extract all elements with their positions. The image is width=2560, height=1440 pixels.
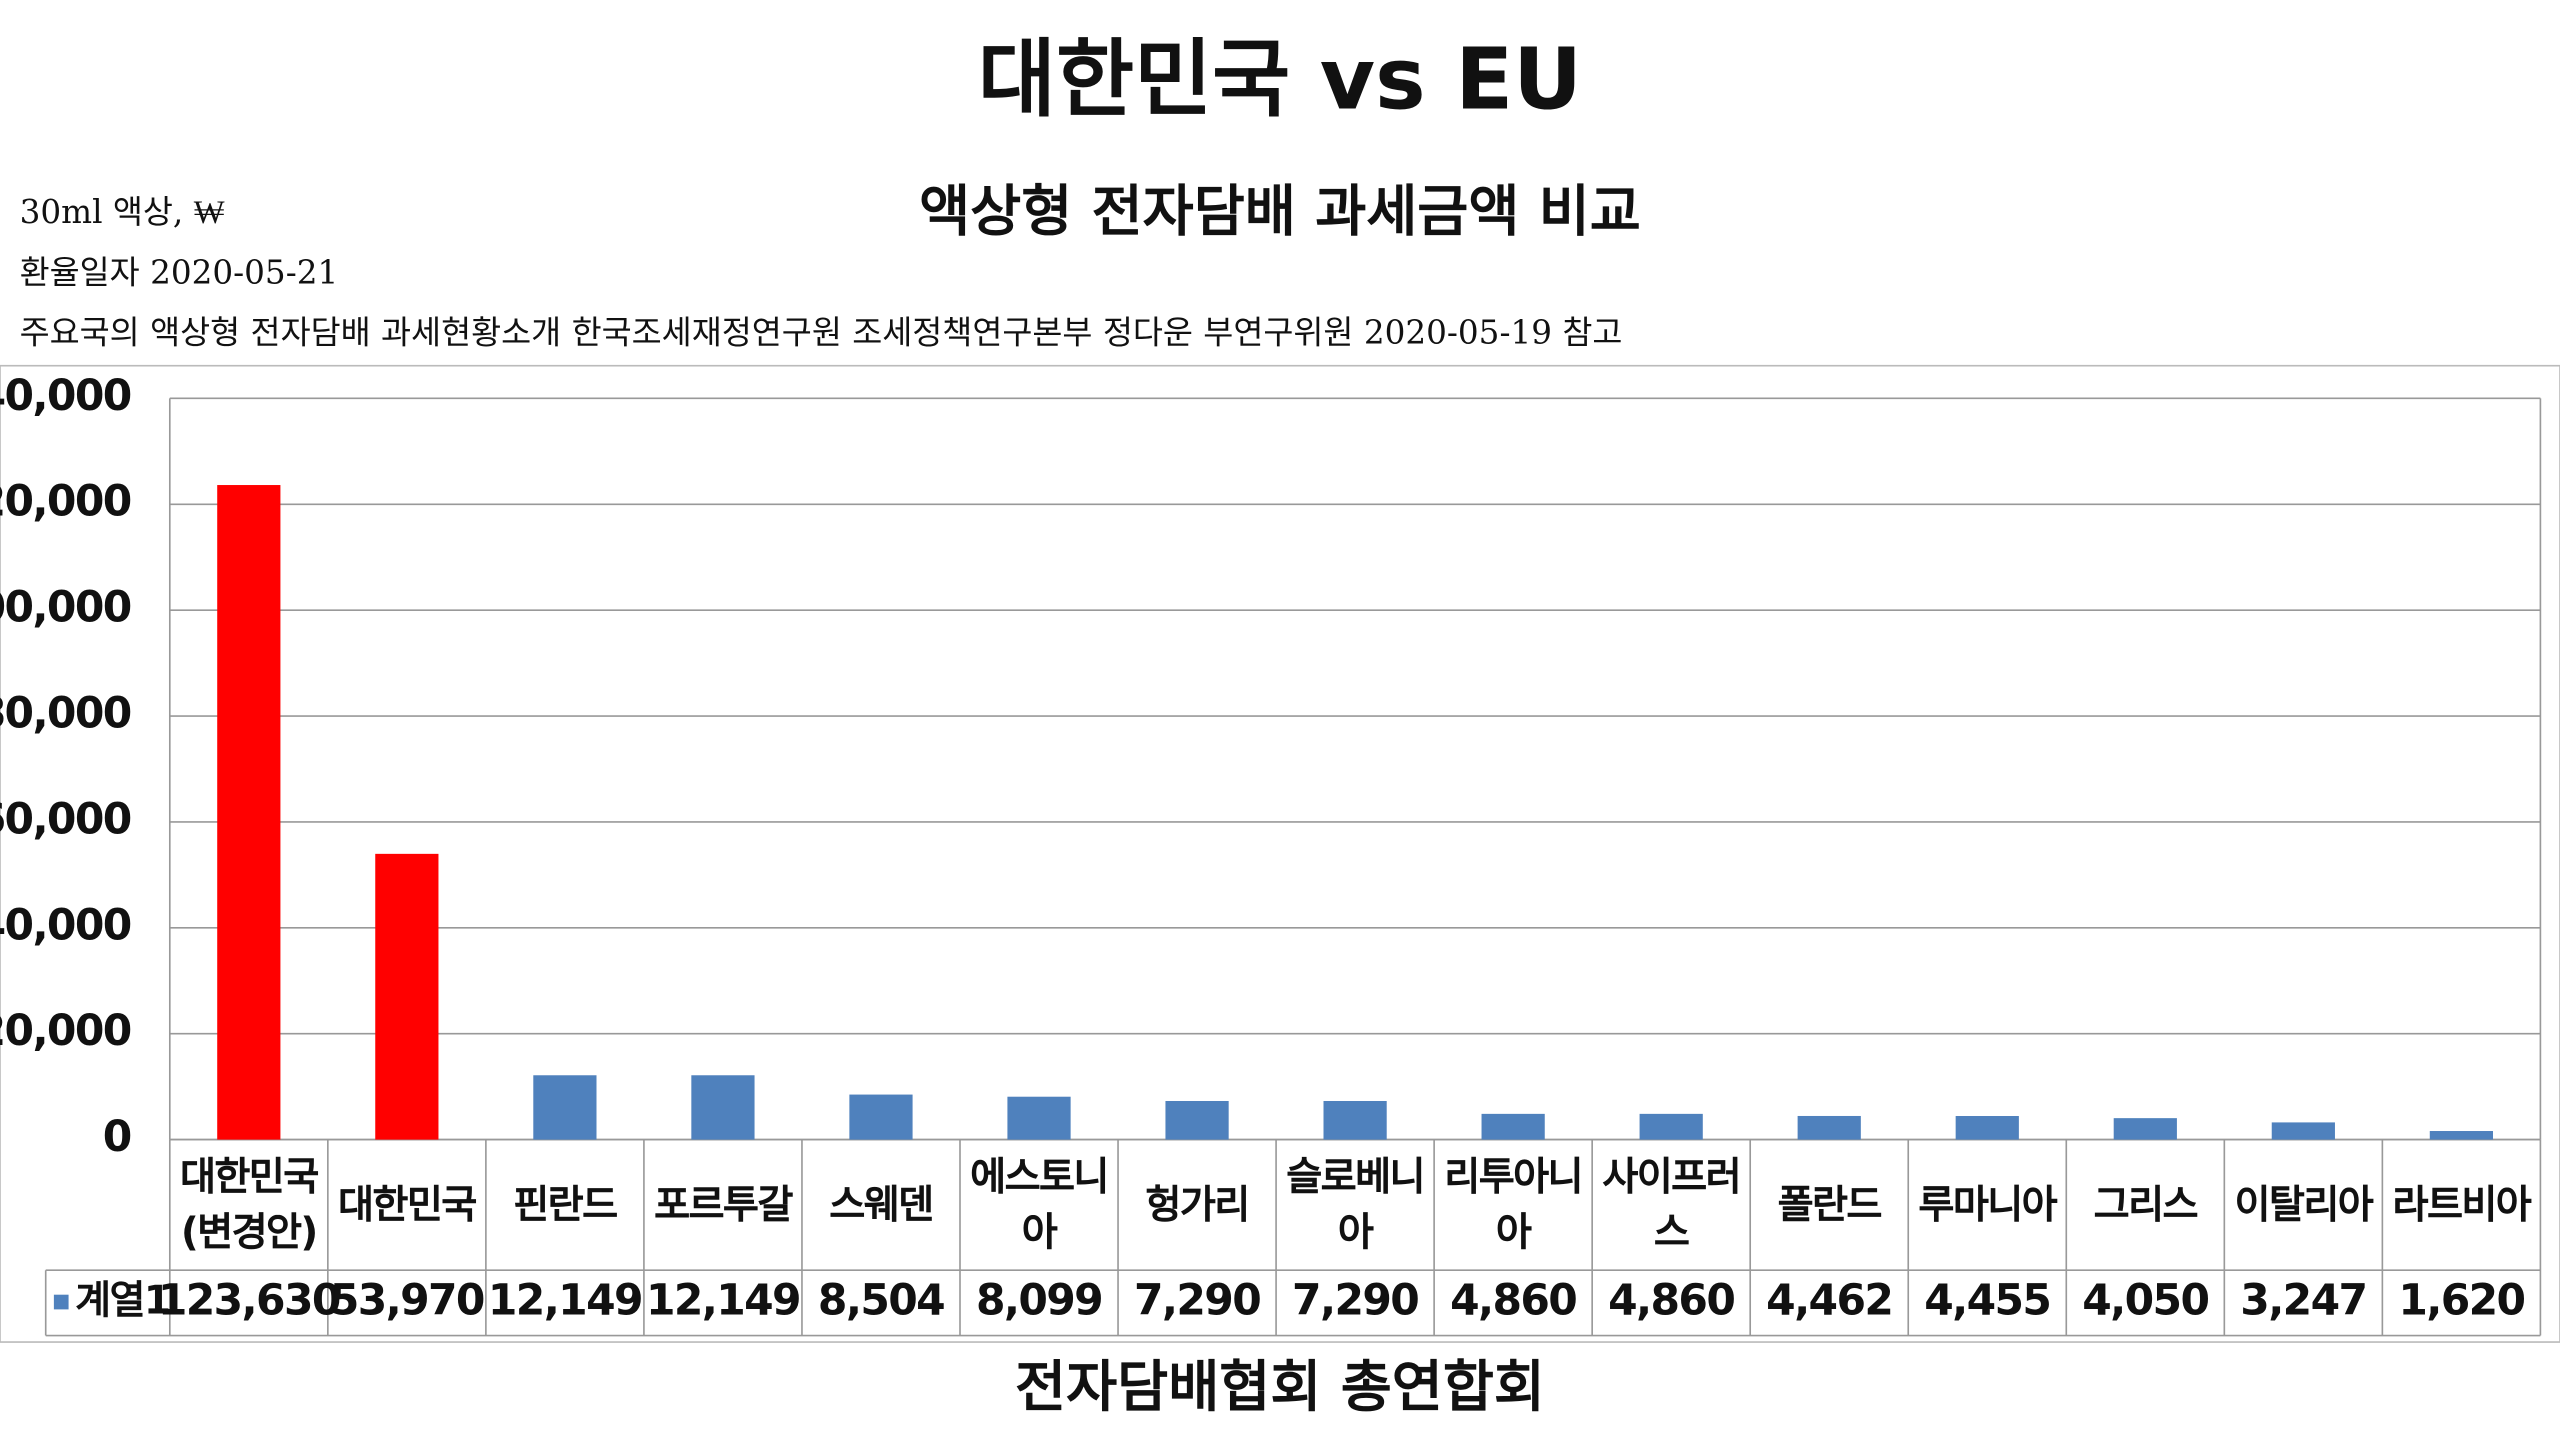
x-tick-label-box: 사이프러스 — [1602, 1154, 1741, 1256]
y-tick-label: 140,000 — [0, 372, 131, 421]
x-tick-label: 그리스 — [2093, 1182, 2199, 1228]
x-tick-label: 대한민국 — [338, 1182, 477, 1228]
data-table-value: 8,504 — [818, 1276, 944, 1325]
y-tick-label: 120,000 — [0, 478, 131, 527]
data-table-value: 4,455 — [1924, 1276, 2050, 1325]
data-table-value: 8,099 — [976, 1276, 1102, 1325]
y-tick-label: 0 — [103, 1113, 131, 1162]
chart-subtitle: 액상형 전자담배 과세금액 비교 — [919, 180, 1641, 245]
x-tick-label: 핀란드 — [513, 1182, 618, 1228]
x-tick-label: 사이프러스 — [1602, 1154, 1741, 1256]
data-table-value: 7,290 — [1134, 1276, 1260, 1325]
data-table-value: 12,149 — [646, 1276, 800, 1325]
y-tick-label: 80,000 — [0, 690, 131, 739]
bar — [2429, 1131, 2493, 1140]
data-table-value: 4,050 — [2082, 1276, 2208, 1325]
bar — [1639, 1113, 1703, 1140]
bar — [2271, 1122, 2335, 1140]
x-tick-label: 스웨덴 — [829, 1182, 934, 1228]
x-tick-label-box: 헝가리 — [1145, 1182, 1250, 1228]
x-tick-label: 폴란드 — [1777, 1182, 1883, 1228]
data-table-value: 4,860 — [1608, 1276, 1734, 1325]
chart-title: 대한민국 vs EU — [978, 30, 1582, 129]
data-table-value: 7,290 — [1292, 1276, 1418, 1325]
data-table-value: 3,247 — [2240, 1276, 2366, 1325]
x-tick-label-box: 리투아니아 — [1444, 1154, 1583, 1256]
y-tick-label: 100,000 — [0, 584, 131, 633]
data-table-value: 4,462 — [1766, 1276, 1892, 1325]
x-tick-label-box: 폴란드 — [1777, 1182, 1883, 1228]
x-tick-label-box: 그리스 — [2093, 1182, 2199, 1228]
data-table-value: 123,630 — [158, 1276, 340, 1325]
x-tick-label: 대한민국(변경안) — [179, 1154, 319, 1256]
bar — [1165, 1100, 1229, 1140]
x-tick-label: 포르투갈 — [654, 1182, 793, 1228]
x-tick-label: 이탈리아 — [2234, 1182, 2373, 1228]
data-table-value: 1,620 — [2398, 1276, 2524, 1325]
x-tick-label-box: 핀란드 — [513, 1182, 618, 1228]
note: 환율일자 2020-05-21 — [20, 253, 339, 291]
data-table-value: 53,970 — [330, 1276, 484, 1325]
x-tick-label-box: 에스토니아 — [970, 1154, 1109, 1256]
y-tick-label: 40,000 — [0, 901, 131, 950]
x-tick-label: 라트비아 — [2392, 1182, 2532, 1228]
x-tick-label-box: 스웨덴 — [829, 1182, 934, 1228]
bar — [1323, 1100, 1387, 1140]
chart-frame — [0, 364, 2560, 1343]
bar — [217, 485, 281, 1140]
data-table-value: 4,860 — [1450, 1276, 1576, 1325]
footer: 전자담배협회 총연합회 — [1015, 1355, 1545, 1420]
bar — [691, 1075, 755, 1140]
x-tick-label-box: 이탈리아 — [2234, 1182, 2373, 1228]
note: 30ml 액상, ₩ — [20, 193, 225, 231]
data-table-value: 12,149 — [488, 1276, 642, 1325]
x-tick-label-box: 슬로베니아 — [1286, 1154, 1425, 1256]
x-tick-label: 슬로베니아 — [1286, 1154, 1425, 1256]
x-tick-label: 에스토니아 — [970, 1154, 1109, 1256]
y-tick-label: 20,000 — [0, 1007, 131, 1056]
bar — [849, 1094, 913, 1140]
bar — [1007, 1096, 1071, 1140]
y-tick-label: 60,000 — [0, 795, 131, 844]
x-tick-label-box: 포르투갈 — [654, 1182, 793, 1228]
x-tick-label-box: 루마니아 — [1918, 1182, 2057, 1228]
bar — [2113, 1118, 2177, 1140]
bar — [375, 853, 439, 1140]
x-tick-label: 헝가리 — [1145, 1182, 1250, 1228]
x-tick-label-box: 대한민국 — [338, 1182, 477, 1228]
x-tick-label: 루마니아 — [1918, 1182, 2057, 1228]
bar — [533, 1075, 597, 1140]
bar — [1955, 1116, 2019, 1140]
bar — [1481, 1113, 1545, 1140]
x-tick-label: 리투아니아 — [1444, 1154, 1583, 1256]
legend-swatch — [53, 1294, 69, 1310]
x-tick-label-box: 대한민국(변경안) — [179, 1154, 319, 1256]
legend-label: 계열1 — [75, 1278, 169, 1323]
note: 주요국의 액상형 전자담배 과세현황소개 한국조세재정연구원 조세정책연구본부 … — [20, 314, 1623, 352]
bar — [1797, 1115, 1861, 1140]
x-tick-label-box: 라트비아 — [2392, 1182, 2532, 1228]
